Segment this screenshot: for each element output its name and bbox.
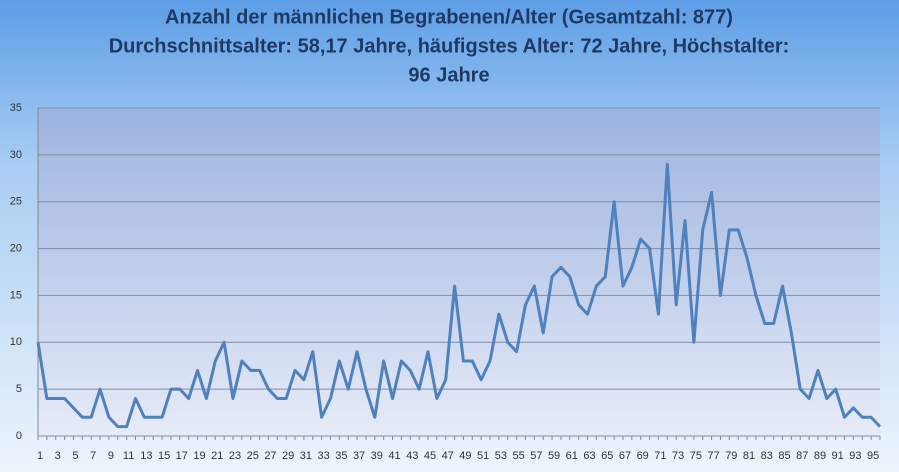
x-tick-label: 71	[654, 450, 666, 462]
x-tick-label: 5	[72, 450, 78, 462]
y-tick-label: 10	[10, 336, 22, 348]
chart-title: Durchschnittsalter: 58,17 Jahre, häufigs…	[109, 35, 790, 57]
x-tick-label: 17	[176, 450, 188, 462]
plot-area	[38, 108, 880, 436]
x-tick-label: 63	[583, 450, 595, 462]
x-tick-label: 9	[108, 450, 114, 462]
x-tick-label: 35	[335, 450, 347, 462]
x-tick-label: 3	[55, 450, 61, 462]
x-tick-label: 51	[477, 450, 489, 462]
x-tick-label: 93	[849, 450, 861, 462]
x-tick-label: 89	[814, 450, 826, 462]
x-tick-label: 15	[158, 450, 170, 462]
x-tick-label: 95	[867, 450, 879, 462]
x-tick-label: 67	[619, 450, 631, 462]
x-tick-label: 19	[193, 450, 205, 462]
x-tick-label: 79	[725, 450, 737, 462]
x-tick-label: 31	[300, 450, 312, 462]
x-tick-label: 29	[282, 450, 294, 462]
x-tick-label: 91	[832, 450, 844, 462]
x-tick-label: 61	[566, 450, 578, 462]
x-tick-label: 55	[512, 450, 524, 462]
x-tick-label: 57	[530, 450, 542, 462]
y-tick-label: 30	[10, 149, 22, 161]
data-line	[36, 162, 882, 429]
x-tick-label: 87	[796, 450, 808, 462]
x-tick-label: 11	[123, 450, 134, 462]
x-tick-label: 47	[442, 450, 454, 462]
x-tick-label: 23	[229, 450, 241, 462]
x-tick-label: 75	[690, 450, 702, 462]
x-tick-label: 37	[353, 450, 365, 462]
x-tick-label: 73	[672, 450, 684, 462]
x-tick-label: 25	[247, 450, 259, 462]
x-tick-label: 45	[424, 450, 436, 462]
y-tick-label: 15	[10, 289, 22, 301]
x-tick-label: 59	[548, 450, 560, 462]
x-tick-label: 49	[459, 450, 471, 462]
x-tick-label: 27	[264, 450, 276, 462]
y-tick-label: 20	[10, 242, 22, 254]
x-tick-label: 53	[495, 450, 507, 462]
x-tick-label: 77	[707, 450, 719, 462]
x-tick-label: 41	[388, 450, 400, 462]
x-tick-label: 81	[743, 450, 755, 462]
x-tick-label: 13	[140, 450, 152, 462]
x-tick-label: 65	[601, 450, 613, 462]
x-tick-label: 83	[761, 450, 773, 462]
y-tick-label: 5	[16, 383, 22, 395]
chart-title: Anzahl der männlichen Begrabenen/Alter (…	[165, 6, 733, 28]
x-tick-label: 43	[406, 450, 418, 462]
y-tick-label: 25	[10, 196, 22, 208]
x-tick-label: 39	[371, 450, 383, 462]
x-tick-label: 21	[211, 450, 223, 462]
x-tick-label: 33	[317, 450, 329, 462]
chart-title: 96 Jahre	[408, 64, 489, 86]
x-tick-label: 1	[37, 450, 43, 462]
y-tick-label: 0	[16, 430, 22, 442]
x-tick-label: 69	[637, 450, 649, 462]
x-tick-label: 85	[778, 450, 790, 462]
x-tick-label: 7	[90, 450, 96, 462]
y-tick-label: 35	[10, 102, 22, 114]
